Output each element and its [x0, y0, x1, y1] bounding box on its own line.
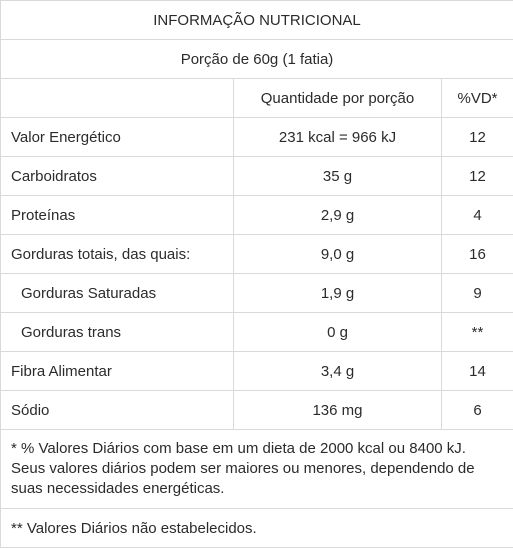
nutrient-dv: **	[442, 313, 513, 352]
nutrient-amount: 9,0 g	[234, 235, 442, 274]
table-row: Valor Energético 231 kcal = 966 kJ 12	[1, 118, 513, 157]
nutrient-name: Gorduras trans	[1, 313, 234, 352]
nutrient-dv: 16	[442, 235, 513, 274]
footnote-not-established: ** Valores Diários não estabelecidos.	[1, 509, 513, 548]
nutrient-dv: 9	[442, 274, 513, 313]
nutrient-name: Valor Energético	[1, 118, 234, 157]
portion-row: Porção de 60g (1 fatia)	[1, 40, 513, 79]
nutrient-dv: 12	[442, 157, 513, 196]
table-row: Carboidratos 35 g 12	[1, 157, 513, 196]
portion-size: Porção de 60g (1 fatia)	[1, 40, 513, 79]
title-row: INFORMAÇÃO NUTRICIONAL	[1, 1, 513, 40]
header-dv: %VD*	[442, 79, 513, 118]
nutrient-dv: 12	[442, 118, 513, 157]
header-quantity: Quantidade por porção	[234, 79, 442, 118]
table-row: Gorduras trans 0 g **	[1, 313, 513, 352]
nutrient-name: Carboidratos	[1, 157, 234, 196]
nutrient-amount: 0 g	[234, 313, 442, 352]
nutrient-name: Sódio	[1, 391, 234, 430]
nutrient-dv: 6	[442, 391, 513, 430]
nutrient-amount: 231 kcal = 966 kJ	[234, 118, 442, 157]
table-row: Gorduras Saturadas 1,9 g 9	[1, 274, 513, 313]
nutrient-name: Fibra Alimentar	[1, 352, 234, 391]
nutrient-name: Proteínas	[1, 196, 234, 235]
table-row: Fibra Alimentar 3,4 g 14	[1, 352, 513, 391]
footnote-daily-values: * % Valores Diários com base em um dieta…	[1, 430, 513, 509]
nutrient-amount: 136 mg	[234, 391, 442, 430]
nutrient-amount: 3,4 g	[234, 352, 442, 391]
footnote-row: ** Valores Diários não estabelecidos.	[1, 509, 513, 548]
header-row: Quantidade por porção %VD*	[1, 79, 513, 118]
nutrient-amount: 1,9 g	[234, 274, 442, 313]
table-row: Proteínas 2,9 g 4	[1, 196, 513, 235]
nutrient-dv: 14	[442, 352, 513, 391]
nutrient-amount: 35 g	[234, 157, 442, 196]
table-row: Sódio 136 mg 6	[1, 391, 513, 430]
nutrient-name: Gorduras totais, das quais:	[1, 235, 234, 274]
header-blank	[1, 79, 234, 118]
nutrient-amount: 2,9 g	[234, 196, 442, 235]
table-title: INFORMAÇÃO NUTRICIONAL	[1, 1, 513, 40]
footnote-row: * % Valores Diários com base em um dieta…	[1, 430, 513, 509]
nutrient-dv: 4	[442, 196, 513, 235]
table-row: Gorduras totais, das quais: 9,0 g 16	[1, 235, 513, 274]
nutrient-name: Gorduras Saturadas	[1, 274, 234, 313]
